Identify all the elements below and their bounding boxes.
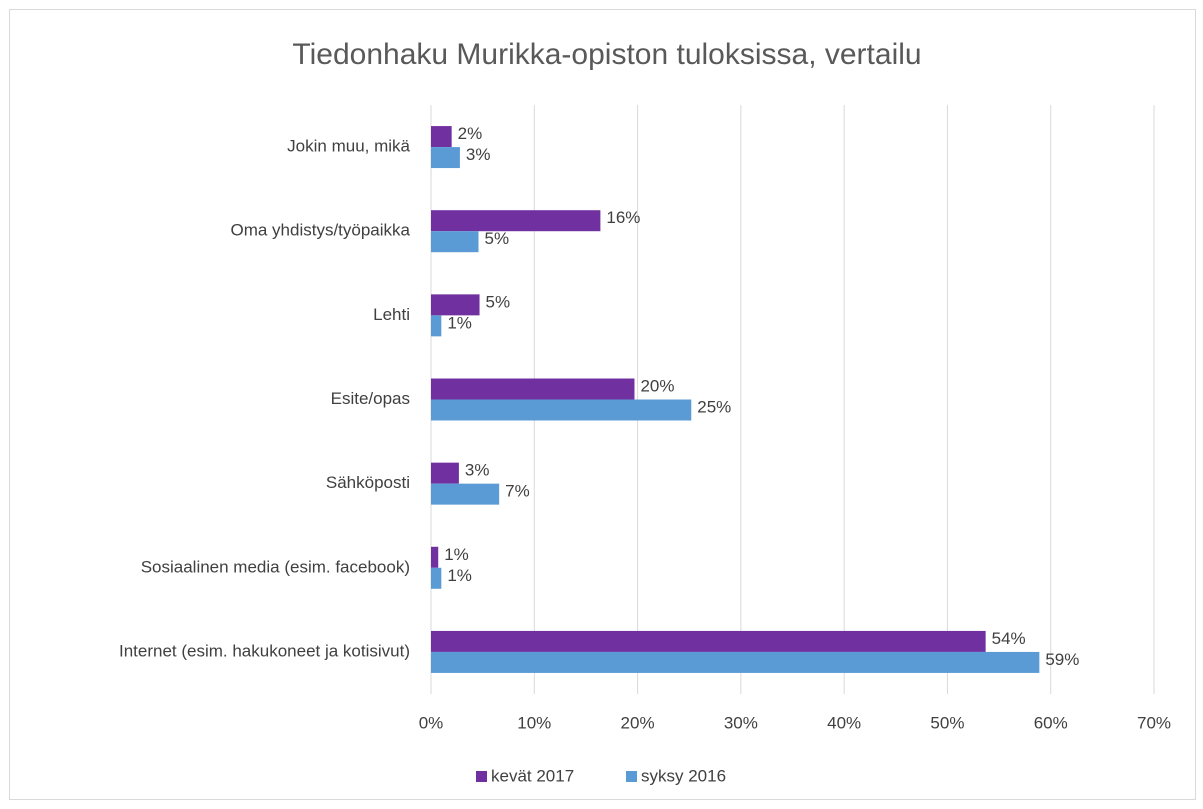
data-label: 59% [1045,650,1079,669]
y-tick-label: Oma yhdistys/työpaikka [230,221,410,240]
data-label: 3% [465,461,490,480]
chart-title: Tiedonhaku Murikka-opiston tuloksissa, v… [292,38,921,71]
y-tick-label: Jokin muu, mikä [287,137,410,156]
bar [431,147,460,169]
data-label: 1% [447,313,472,332]
x-tick-label: 60% [1034,713,1068,732]
data-label: 1% [444,545,469,564]
legend-swatch [626,771,637,782]
bar [431,294,480,316]
bar [431,231,479,253]
x-tick-label: 70% [1137,713,1171,732]
data-label: 25% [697,397,731,416]
y-tick-label: Sähköposti [326,473,410,492]
bar [431,315,442,337]
x-tick-label: 50% [930,713,964,732]
data-label: 54% [992,629,1026,648]
bar [431,126,452,148]
bar [431,210,601,232]
data-label: 1% [447,566,472,585]
legend-label: syksy 2016 [641,766,726,785]
bar [431,399,692,421]
x-tick-label: 40% [827,713,861,732]
bar [431,630,986,652]
data-label: 5% [485,229,510,248]
data-label: 20% [640,376,674,395]
legend-label: kevät 2017 [491,766,574,785]
y-tick-label: Esite/opas [331,389,410,408]
bar [431,651,1040,673]
data-label: 3% [466,145,491,164]
data-label: 2% [458,124,483,143]
y-tick-label: Sosiaalinen media (esim. facebook) [141,557,410,576]
legend-swatch [476,771,487,782]
bar [431,483,500,505]
x-tick-label: 20% [621,713,655,732]
bar [431,462,459,484]
bar [431,546,439,568]
data-label: 7% [505,482,530,501]
data-label: 5% [486,292,511,311]
bar [431,567,442,589]
x-tick-label: 30% [724,713,758,732]
x-tick-label: 10% [517,713,551,732]
y-tick-label: Lehti [373,305,410,324]
y-tick-label: Internet (esim. hakukoneet ja kotisivut) [119,641,410,660]
bar [431,378,635,400]
data-label: 16% [606,208,640,227]
x-tick-label: 0% [419,713,444,732]
